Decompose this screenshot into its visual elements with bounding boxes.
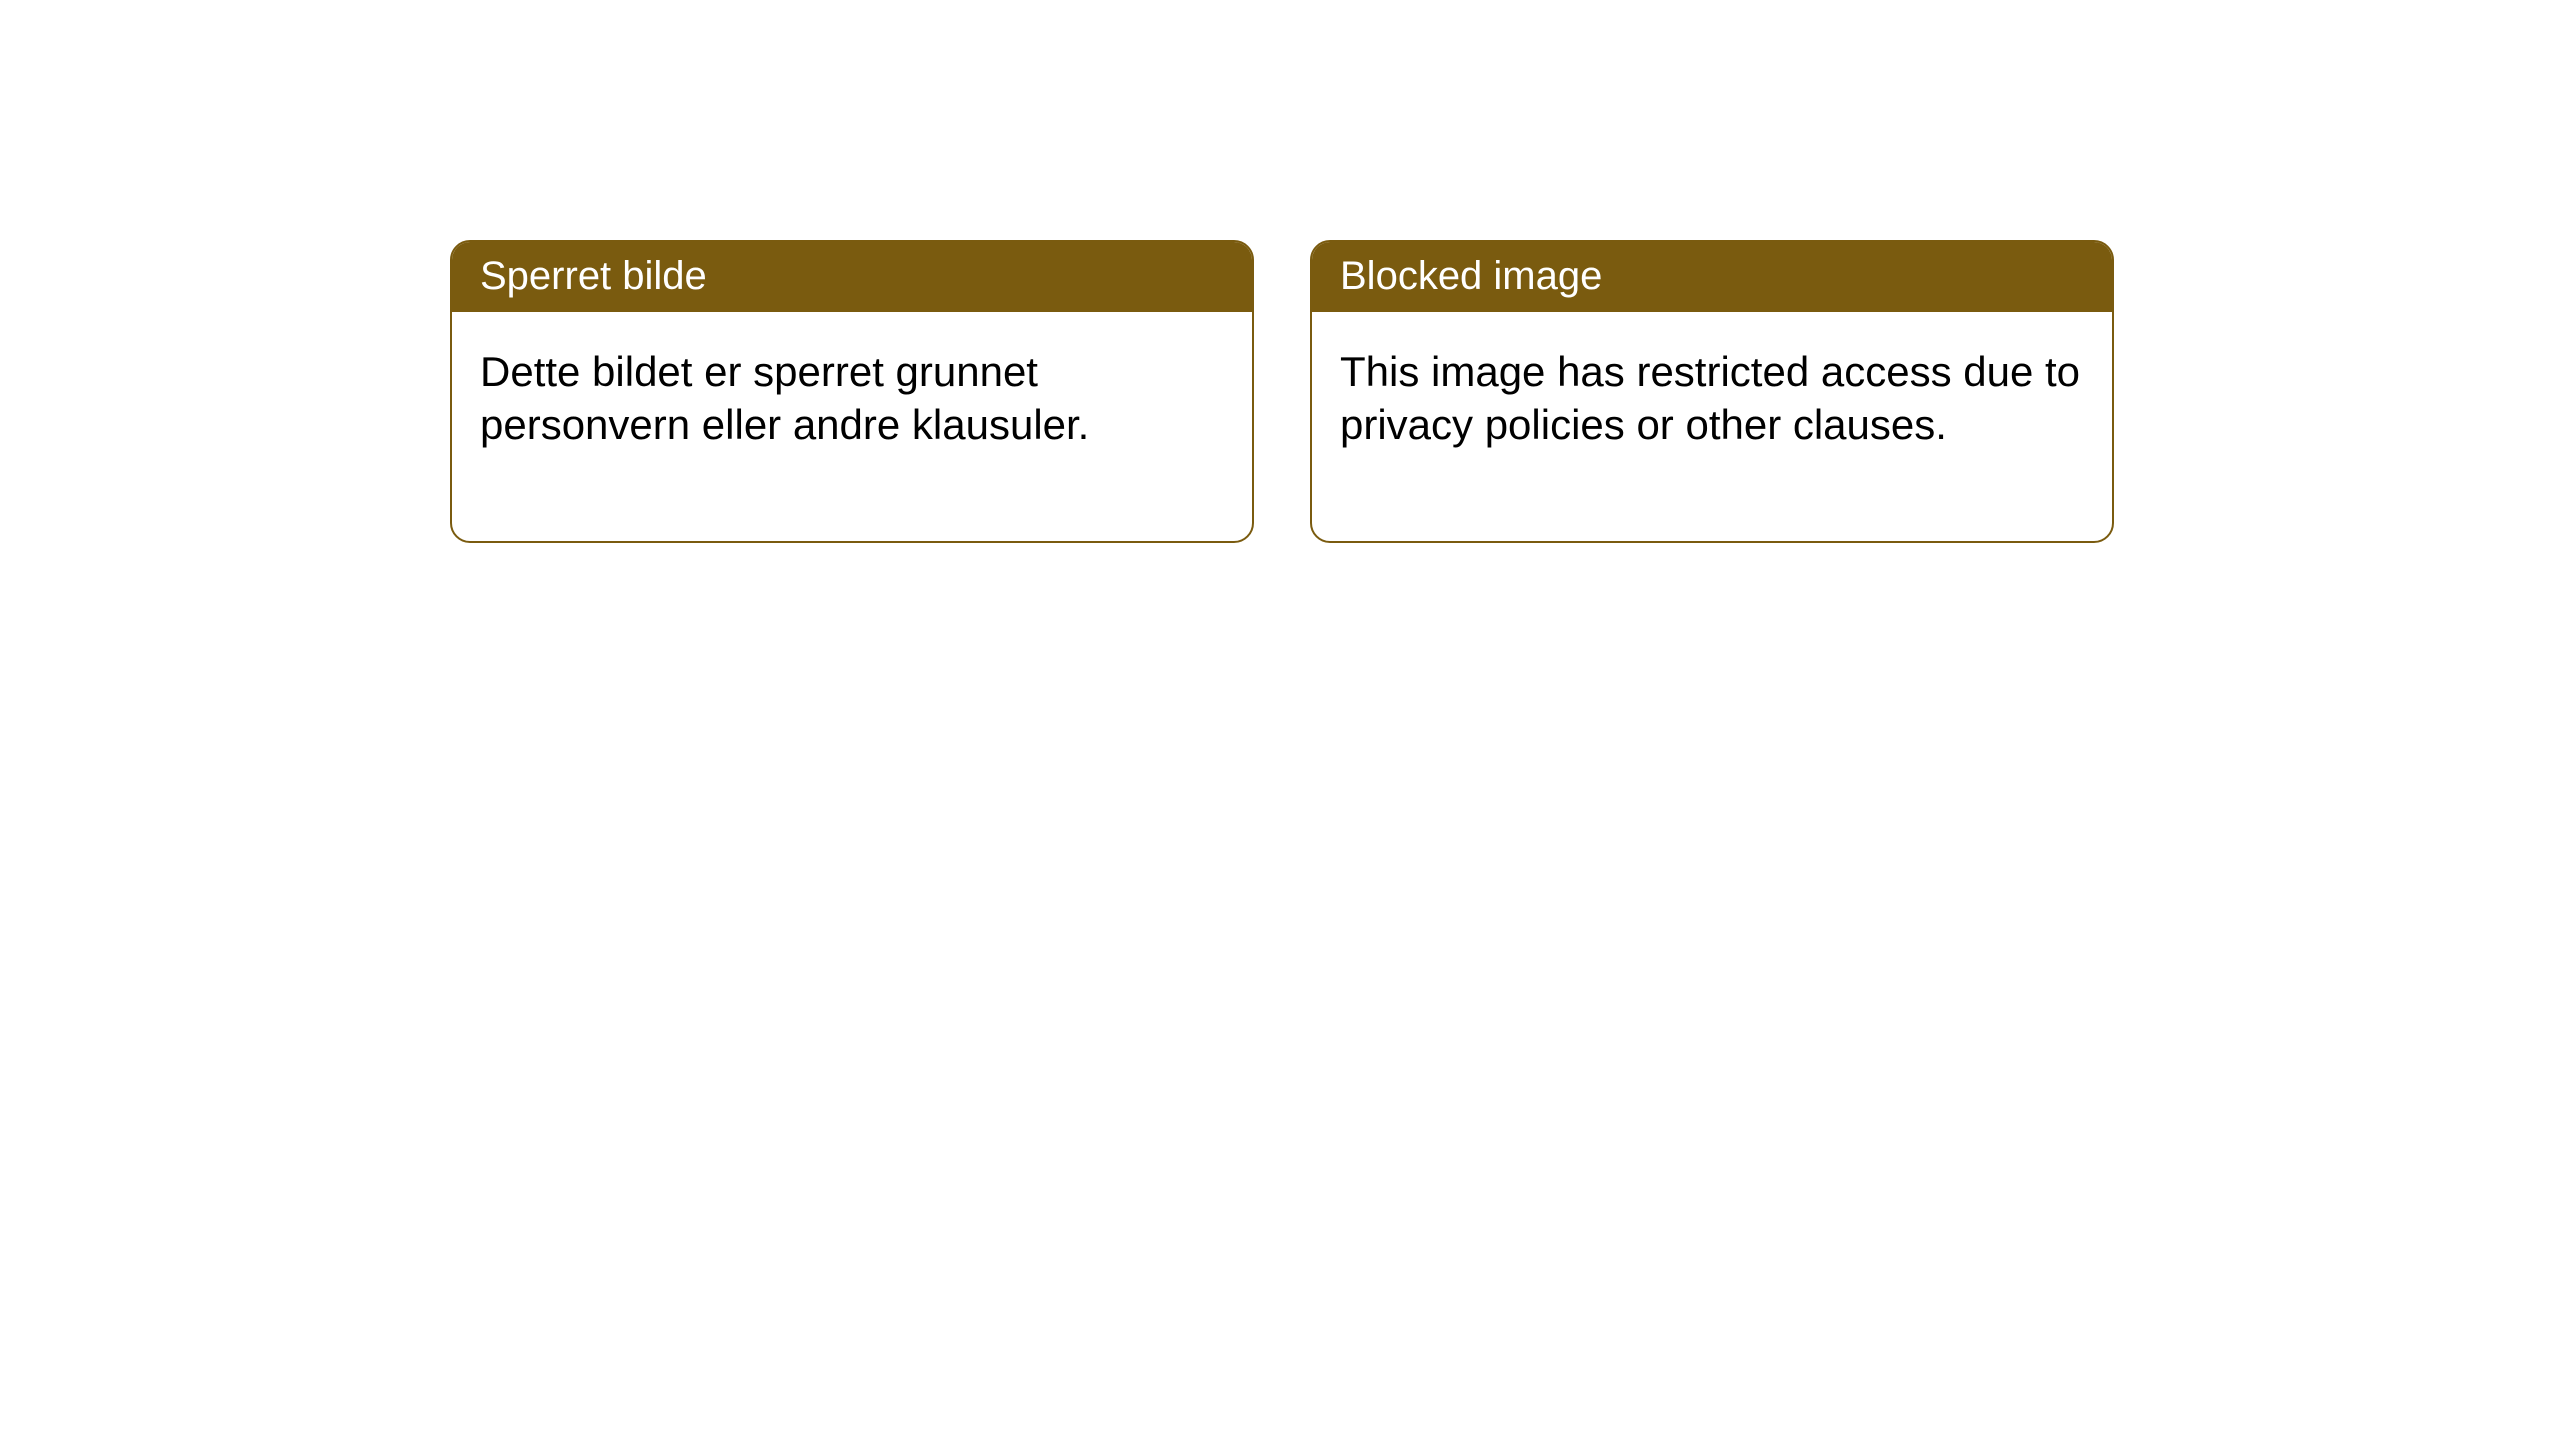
notice-card-title: Sperret bilde [480, 254, 707, 298]
notice-card-message: This image has restricted access due to … [1340, 348, 2080, 448]
notice-card-message: Dette bildet er sperret grunnet personve… [480, 348, 1089, 448]
notice-card-title: Blocked image [1340, 254, 1602, 298]
notice-card-body: Dette bildet er sperret grunnet personve… [452, 312, 1252, 541]
notice-cards-container: Sperret bilde Dette bildet er sperret gr… [450, 240, 2114, 543]
notice-card-header: Sperret bilde [452, 242, 1252, 312]
notice-card-english: Blocked image This image has restricted … [1310, 240, 2114, 543]
notice-card-norwegian: Sperret bilde Dette bildet er sperret gr… [450, 240, 1254, 543]
notice-card-header: Blocked image [1312, 242, 2112, 312]
notice-card-body: This image has restricted access due to … [1312, 312, 2112, 541]
